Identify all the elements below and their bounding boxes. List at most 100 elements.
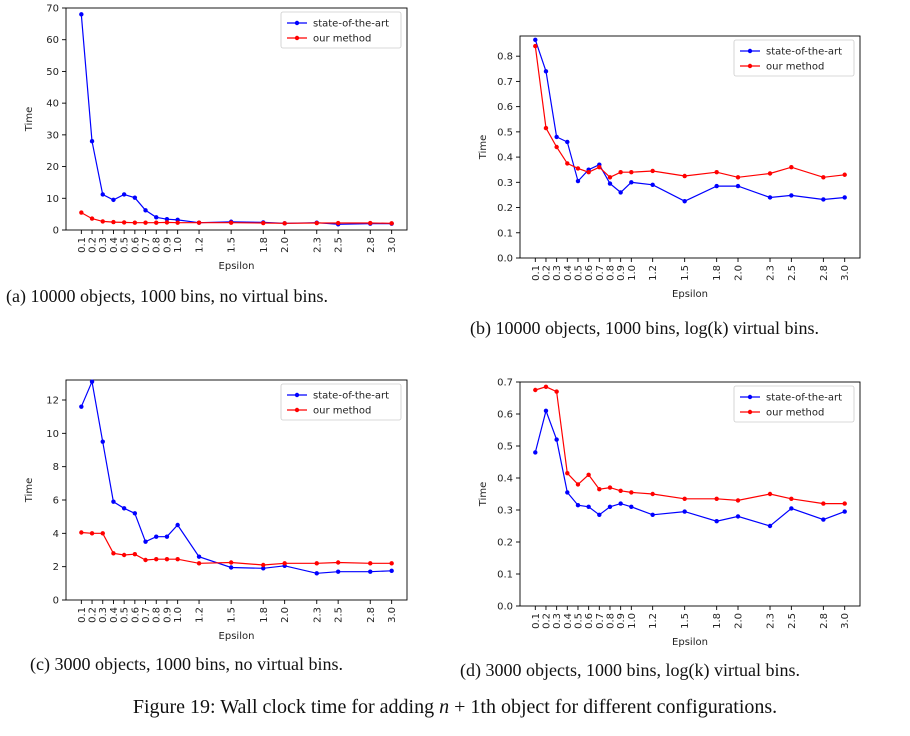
chart-c-ytick-label: 2 bbox=[53, 562, 59, 573]
chart-d-series-0-point bbox=[565, 490, 570, 495]
chart-d-series-1-point bbox=[543, 384, 549, 389]
chart-d-xtick-label: 2.8 bbox=[819, 613, 830, 629]
chart-c-xtick-label: 1.2 bbox=[195, 607, 206, 623]
chart-b-series-0-point bbox=[714, 183, 719, 189]
chart-a-ytick-label: 50 bbox=[46, 67, 59, 78]
chart-a-xtick-label: 0.2 bbox=[88, 237, 99, 253]
chart-d-series-1-point bbox=[565, 471, 570, 476]
chart-c-legend-box bbox=[280, 383, 402, 421]
chart-a-series-1-point bbox=[143, 220, 148, 225]
chart-b-series-0-point bbox=[607, 181, 613, 186]
chart-a-series-1-point bbox=[335, 220, 341, 226]
chart-d-series-0-point bbox=[682, 509, 687, 514]
chart-a-xtick-label: 2.3 bbox=[312, 237, 323, 253]
chart-b-series-1-point bbox=[789, 164, 794, 170]
chart-c-xtick-label: 0.3 bbox=[98, 607, 109, 623]
chart-a-xtick-label: 0.9 bbox=[162, 237, 173, 253]
chart-b-series-1-point bbox=[821, 175, 826, 180]
chart-d-series-0-point bbox=[842, 509, 847, 514]
chart-a-series-1-point bbox=[368, 220, 373, 226]
chart-a-xtick-label: 2.0 bbox=[280, 237, 291, 253]
chart-b-ytick-label: 0.7 bbox=[497, 77, 513, 88]
chart-b-xtick-label: 0.7 bbox=[595, 265, 606, 281]
chart-b-xtick-label: 0.3 bbox=[552, 265, 563, 281]
chart-a-series-0-point bbox=[121, 192, 127, 197]
figure-caption: Figure 19: Wall clock time for adding n … bbox=[0, 696, 910, 719]
chart-d-series-0-point bbox=[607, 504, 613, 509]
chart-a-series-0-point bbox=[164, 217, 170, 222]
chart-c-ytick-label: 10 bbox=[46, 429, 59, 440]
chart-b-series-0-point bbox=[789, 193, 794, 198]
chart-d-series-0-point bbox=[767, 523, 773, 529]
chart-c-series-1-point bbox=[196, 561, 202, 566]
chart-d-xtick-label: 0.2 bbox=[541, 613, 552, 629]
chart-a-series-0-point bbox=[111, 197, 116, 203]
chart-d-series-0-point bbox=[735, 514, 741, 519]
chart-d-series-1-point bbox=[650, 491, 655, 497]
chart-c-xtick-label: 0.8 bbox=[152, 607, 163, 623]
chart-c-xtick-label: 2.3 bbox=[312, 607, 323, 623]
chart-a-series-1-point bbox=[154, 220, 159, 225]
chart-a-series-0-point bbox=[100, 192, 105, 197]
chart-d-xtick-label: 0.8 bbox=[605, 613, 616, 629]
chart-b-ylabel: Time bbox=[478, 135, 489, 160]
chart-b-series-1-point bbox=[682, 173, 687, 179]
chart-b-ytick-label: 0.6 bbox=[497, 102, 513, 113]
chart-c-series-1-point bbox=[164, 556, 170, 562]
chart-a-series-1-point bbox=[282, 221, 287, 226]
chart-d-xlabel: Epsilon bbox=[672, 637, 708, 648]
chart-d-series-0-point bbox=[629, 504, 634, 509]
chart-c-series-0-point bbox=[314, 571, 319, 576]
chart-d-ytick-label: 0.7 bbox=[497, 378, 513, 389]
chart-d-series-0-point bbox=[554, 437, 559, 442]
chart-a-series-0-point bbox=[132, 195, 138, 200]
chart-c-ylabel: Time bbox=[24, 478, 35, 503]
chart-c-xtick-label: 1.0 bbox=[173, 607, 184, 623]
chart-d-legend-label: our method bbox=[766, 408, 824, 419]
chart-d-series-0-point bbox=[586, 504, 591, 509]
chart-c-series-0-point bbox=[196, 554, 202, 559]
caption-c: (c) 3000 objects, 1000 bins, no virtual … bbox=[30, 654, 343, 674]
chart-b-series-1-point bbox=[735, 175, 741, 180]
chart-d-series-0-point bbox=[821, 517, 826, 522]
chart-d-series-0-point bbox=[618, 501, 623, 506]
chart-c-series-1-point bbox=[389, 561, 394, 566]
chart-d-xtick-label: 0.6 bbox=[584, 613, 595, 629]
chart-c-series-0-point bbox=[228, 565, 234, 570]
chart-a-xtick-label: 2.8 bbox=[366, 237, 377, 253]
figure-caption-suffix: + 1th object for different configuration… bbox=[449, 696, 778, 718]
chart-c-series-0-point bbox=[335, 569, 341, 574]
chart-d-xtick-label: 2.3 bbox=[766, 613, 777, 629]
chart-a-series-0-point bbox=[143, 208, 148, 213]
chart-b-xtick-label: 0.8 bbox=[605, 265, 616, 281]
chart-b-group: 0.00.10.20.30.40.50.60.70.80.1 0.2 0.3 0.4 0… bbox=[478, 35, 861, 300]
chart-a-xtick-label: 3.0 bbox=[387, 237, 398, 253]
chart-c-series-1-point bbox=[228, 560, 234, 565]
chart-b-series-1-line bbox=[534, 46, 845, 179]
chart-a-ytick-label: 20 bbox=[46, 162, 59, 173]
chart-d-xtick-label: 0.3 bbox=[552, 613, 563, 629]
chart-d-series-1-point bbox=[735, 498, 741, 503]
chart-b-series-1-point bbox=[842, 172, 847, 177]
chart-a-ytick-label: 0 bbox=[53, 226, 59, 237]
chart-b-series-1-point bbox=[565, 161, 570, 166]
chart-d-series-1-point bbox=[767, 491, 773, 497]
chart-a-frame bbox=[65, 7, 408, 231]
chart-c-ytick-label: 6 bbox=[53, 496, 59, 507]
chart-d-series-1-point bbox=[597, 487, 602, 492]
chart-d-ytick-label: 0.2 bbox=[497, 538, 513, 549]
caption-d: (d) 3000 objects, 1000 bins, log(k) virt… bbox=[460, 660, 800, 680]
chart-a-legend-marker bbox=[294, 35, 300, 41]
chart-a-group: 0 10 20 30 40 50 60 70 0.1 0.2 0.3 0.4 0.5 0.6 0.7 0.8 0… bbox=[24, 4, 408, 272]
chart-a-series-1-point bbox=[79, 210, 84, 215]
chart-d-legend-box bbox=[733, 385, 855, 423]
chart-c-series-1-point bbox=[368, 561, 373, 566]
chart-b-frame bbox=[519, 35, 861, 259]
chart-a-ytick-label: 60 bbox=[46, 35, 59, 46]
chart-b-legend-label: state-of-the-art bbox=[766, 47, 842, 58]
chart-b-series-1-point bbox=[607, 175, 613, 180]
chart-b-legend-marker bbox=[747, 63, 753, 69]
chart-c-xtick-label: 1.8 bbox=[259, 607, 270, 623]
chart-b-xtick-label: 2.0 bbox=[734, 265, 745, 281]
